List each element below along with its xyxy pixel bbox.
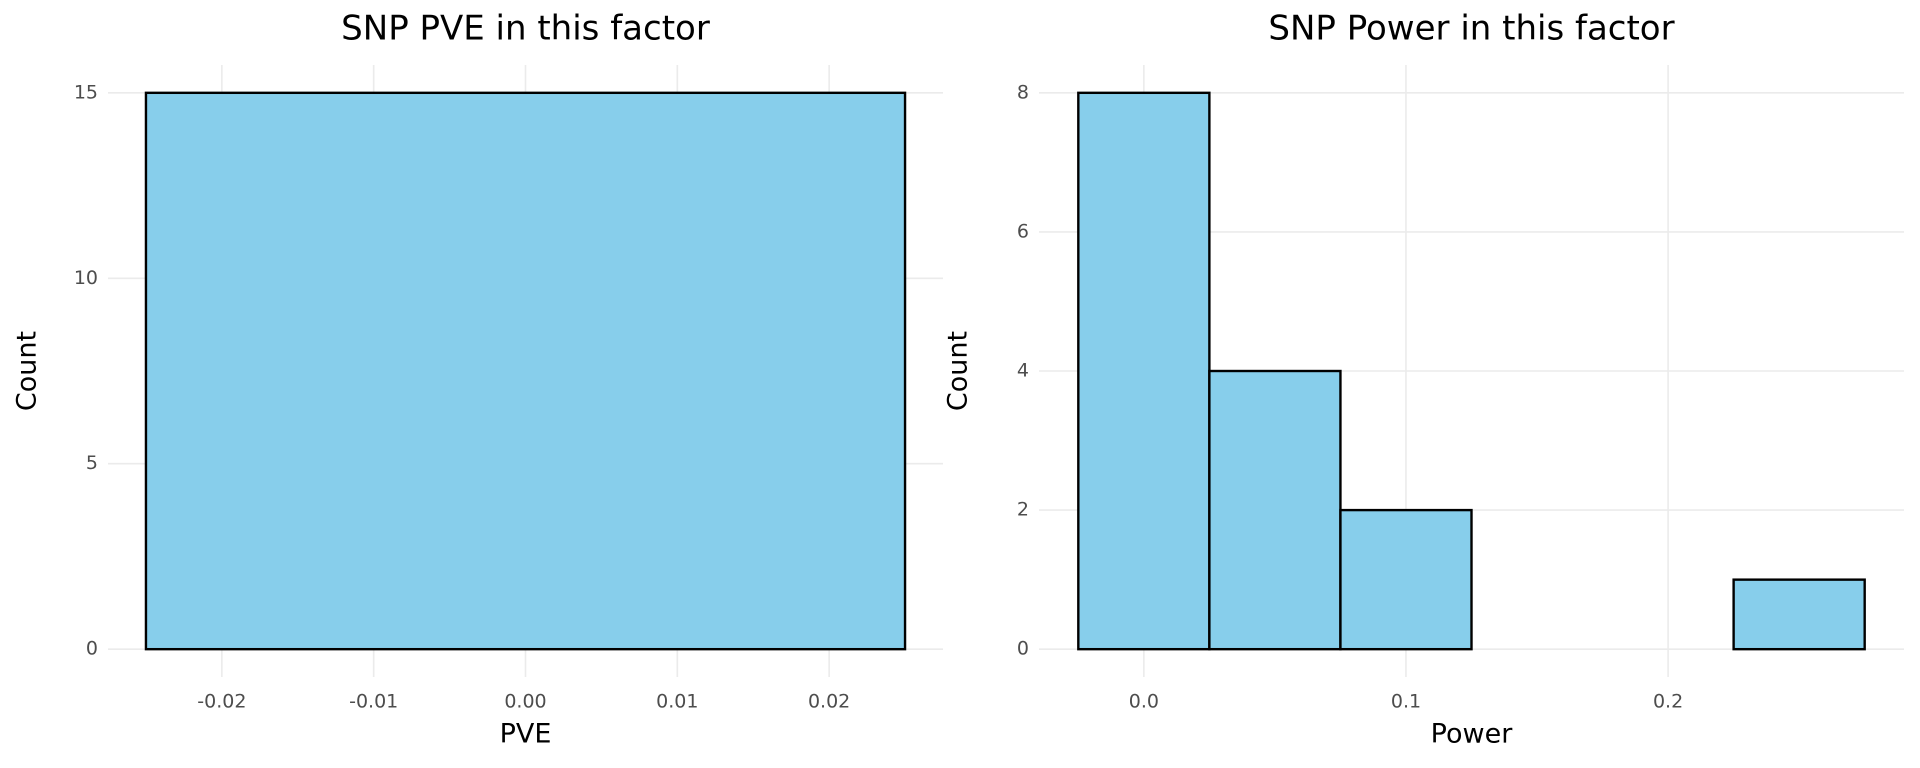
chart-title: SNP Power in this factor — [1268, 9, 1674, 49]
bar — [1339, 508, 1473, 651]
y-tick-label: 5 — [86, 452, 98, 474]
x-tick-label: 0.02 — [808, 691, 850, 713]
y-tick-label: 15 — [74, 81, 98, 103]
y-axis-label: Count — [943, 331, 974, 411]
x-tick-label: -0.02 — [197, 691, 246, 713]
x-tick-label: 0.00 — [504, 691, 546, 713]
x-tick-label: 0.2 — [1653, 691, 1683, 713]
y-tick-label: 10 — [74, 267, 98, 289]
y-tick-label: 0 — [86, 638, 98, 660]
x-axis-label: Power — [1431, 719, 1514, 750]
bar — [1208, 369, 1342, 651]
bar — [1077, 91, 1211, 651]
y-tick-label: 4 — [1017, 360, 1029, 382]
x-tick-label: 0.01 — [656, 691, 698, 713]
bar — [1732, 578, 1866, 651]
y-axis-label: Count — [12, 331, 43, 411]
y-tick-label: 8 — [1017, 81, 1029, 103]
x-tick-label: 0.0 — [1129, 691, 1159, 713]
y-tick-label: 0 — [1017, 638, 1029, 660]
chart-title: SNP PVE in this factor — [341, 9, 710, 49]
x-tick-label: -0.01 — [349, 691, 398, 713]
bar — [144, 91, 907, 651]
x-tick-label: 0.1 — [1391, 691, 1421, 713]
y-tick-label: 6 — [1017, 220, 1029, 242]
y-tick-label: 2 — [1017, 499, 1029, 521]
x-axis-label: PVE — [500, 719, 552, 750]
